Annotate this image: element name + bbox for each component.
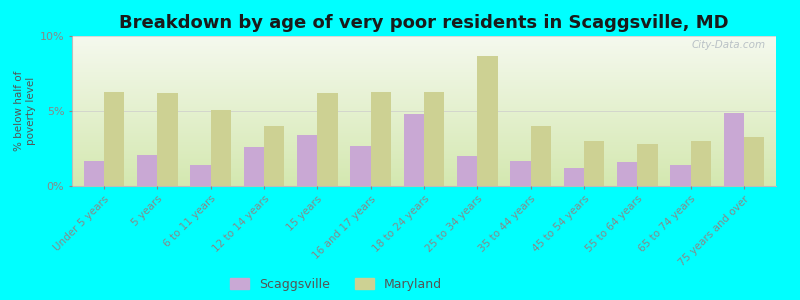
Bar — [137, 154, 158, 186]
Bar — [564, 168, 584, 186]
Bar — [190, 165, 210, 186]
Bar — [244, 147, 264, 186]
Y-axis label: % below half of
poverty level: % below half of poverty level — [14, 71, 35, 151]
Bar — [404, 114, 424, 186]
Bar — [617, 162, 638, 186]
Text: City-Data.com: City-Data.com — [691, 40, 766, 50]
Title: Breakdown by age of very poor residents in Scaggsville, MD: Breakdown by age of very poor residents … — [119, 14, 729, 32]
Bar — [350, 146, 370, 186]
Bar — [690, 141, 711, 186]
Bar — [370, 92, 391, 186]
Bar — [638, 144, 658, 186]
Bar — [724, 112, 744, 186]
Bar — [210, 110, 231, 186]
Bar — [478, 56, 498, 186]
Bar — [297, 135, 318, 186]
Bar — [670, 165, 690, 186]
Bar — [584, 141, 604, 186]
Legend: Scaggsville, Maryland: Scaggsville, Maryland — [230, 278, 442, 291]
Bar — [318, 93, 338, 186]
Bar — [264, 126, 284, 186]
Bar — [84, 160, 104, 186]
Bar — [744, 136, 764, 186]
Bar — [158, 93, 178, 186]
Bar — [510, 160, 530, 186]
Bar — [104, 92, 124, 186]
Bar — [530, 126, 551, 186]
Bar — [424, 92, 444, 186]
Bar — [457, 156, 478, 186]
